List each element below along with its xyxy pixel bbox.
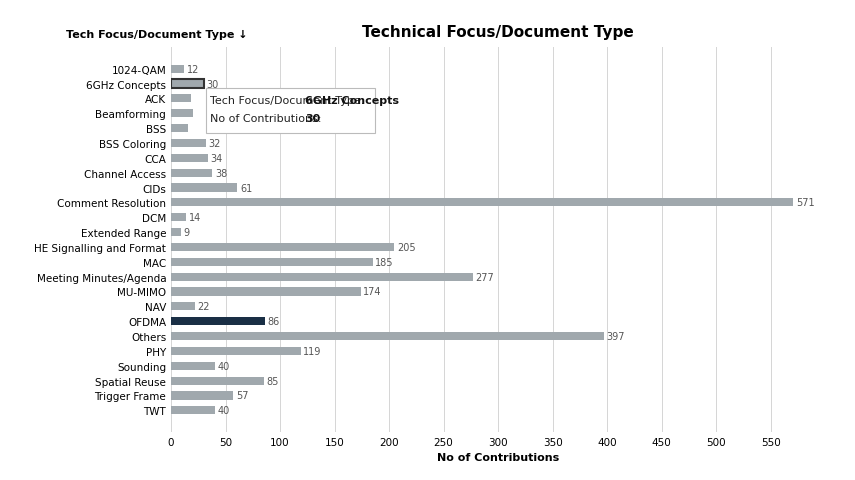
Bar (171, 184, 238, 192)
Text: 85: 85 (267, 376, 279, 386)
Bar (171, 273, 473, 281)
Bar (171, 199, 793, 207)
Bar (171, 65, 184, 73)
Title: Technical Focus/Document Type: Technical Focus/Document Type (363, 25, 634, 40)
Bar (171, 362, 215, 370)
Text: 571: 571 (796, 198, 815, 208)
Bar (171, 377, 263, 385)
Bar (171, 140, 206, 148)
Text: 40: 40 (217, 406, 230, 416)
FancyBboxPatch shape (206, 89, 374, 133)
Text: 32: 32 (209, 139, 221, 149)
Bar (171, 258, 373, 266)
Bar (171, 407, 215, 415)
Bar (171, 243, 394, 252)
Text: 205: 205 (398, 242, 416, 252)
Text: 34: 34 (211, 154, 223, 164)
Text: 38: 38 (215, 168, 227, 178)
Bar (171, 317, 265, 325)
Text: 86: 86 (268, 316, 280, 326)
Bar (171, 302, 195, 311)
Text: 30: 30 (305, 113, 321, 123)
Text: 12: 12 (186, 64, 199, 74)
Bar (171, 214, 186, 222)
Bar (171, 155, 208, 163)
Text: 30: 30 (206, 79, 219, 89)
Text: 22: 22 (198, 302, 210, 312)
Bar (171, 332, 604, 340)
Bar (171, 169, 212, 178)
Bar (171, 125, 188, 133)
Bar (171, 228, 180, 237)
Text: 277: 277 (475, 272, 494, 282)
Text: 57: 57 (236, 391, 248, 401)
Bar (171, 110, 193, 118)
Text: 397: 397 (606, 331, 625, 341)
Text: No of Contributions:: No of Contributions: (210, 113, 321, 123)
Text: Tech Focus/Document Type:: Tech Focus/Document Type: (210, 96, 369, 106)
Text: 6GHz Concepts: 6GHz Concepts (305, 96, 399, 106)
Text: 119: 119 (304, 346, 321, 356)
Bar (171, 392, 233, 400)
Text: Tech Focus/Document Type ↓: Tech Focus/Document Type ↓ (67, 30, 248, 40)
Text: 40: 40 (217, 361, 230, 371)
X-axis label: No of Contributions: No of Contributions (437, 452, 559, 462)
Bar (171, 95, 191, 103)
Text: 14: 14 (189, 213, 201, 223)
Text: 185: 185 (375, 257, 394, 267)
Text: 9: 9 (184, 228, 190, 238)
Text: 61: 61 (240, 183, 252, 193)
Text: 174: 174 (363, 287, 382, 297)
Bar (171, 347, 301, 355)
Bar (171, 80, 203, 88)
Bar (171, 288, 361, 296)
